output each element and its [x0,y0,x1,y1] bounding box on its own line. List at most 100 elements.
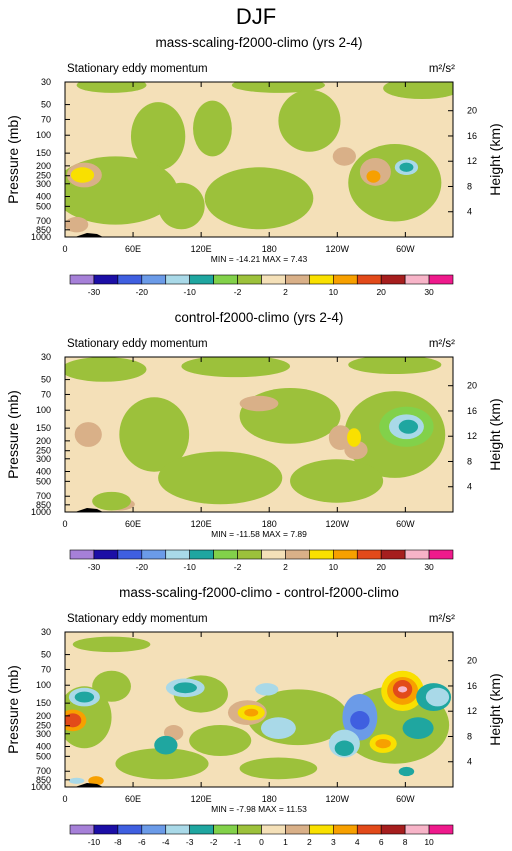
colorbar-label: 3 [331,837,336,847]
y2-tick-label: 8 [467,731,472,741]
colorbar-label: 10 [424,837,434,847]
colorbar-swatch [93,549,119,560]
colorbar-swatch [213,549,238,560]
stats-text: MIN = -14.21 MAX = 7.43 [211,254,308,264]
colorbar-label: 0 [259,837,264,847]
contour-region [260,717,296,739]
colorbar-label: -10 [184,562,197,572]
y-tick-label: 30 [41,77,51,87]
y2-tick-label: 4 [467,207,472,217]
contour-region [193,100,232,157]
colorbar-swatch [117,824,143,835]
y-tick-label: 400 [36,191,51,201]
contour-region [348,144,442,222]
contour-region [119,397,190,472]
units-label: m²/s² [429,338,455,350]
x-tick-label: 60E [125,244,141,254]
contour-region [92,491,131,511]
y-tick-label: 300 [36,454,51,464]
x-tick-label: 0 [62,519,67,529]
contour-region [88,776,104,786]
colorbar-label: -1 [234,837,242,847]
y-tick-label: 100 [36,405,51,415]
y-tick-label: 700 [36,216,51,226]
contour-region [65,713,82,728]
colorbar-swatch [237,824,262,835]
units-label: m²/s² [429,63,455,75]
y-tick-label: 50 [41,650,51,660]
colorbar-label: -2 [234,287,242,297]
colorbar-label: 20 [376,287,386,297]
y-tick-label: 200 [36,161,51,171]
colorbar-label: -3 [186,837,194,847]
topography [75,508,103,512]
contour-region [158,451,283,505]
contour-region [366,170,381,183]
y-tick-label: 250 [36,171,51,181]
y2-tick-label: 20 [467,656,477,666]
y-tick-label: 400 [36,466,51,476]
plot-frame [64,81,454,238]
colorbar-swatch [309,274,334,285]
contour-region [173,682,197,694]
panel-title: mass-scaling-f2000-climo (yrs 2-4) [155,35,362,50]
colorbar-swatch [141,824,167,835]
x-tick-label: 120E [191,794,212,804]
y-tick-label: 30 [41,352,51,362]
colorbar-swatch [165,549,190,560]
colorbar-label: -10 [88,837,101,847]
y2-tick-label: 16 [467,131,477,141]
colorbar-swatch [189,824,214,835]
figure-title: DJF [236,4,276,29]
y-tick-label: 500 [36,476,51,486]
colorbar-swatch [333,824,358,835]
colorbar-swatch [404,549,430,560]
y-tick-label: 1000 [31,232,51,242]
y-tick-label: 70 [41,389,51,399]
x-tick-label: 180 [262,519,277,529]
y-tick-label: 250 [36,446,51,456]
colorbar-swatch [69,824,95,835]
contour-region [204,167,314,230]
topography [75,783,103,787]
stats-text: MIN = -7.98 MAX = 11.53 [211,804,307,814]
y2-tick-label: 4 [467,482,472,492]
colorbar-label: 2 [283,562,288,572]
colorbar-swatch [165,274,190,285]
contour-region [74,422,102,447]
contour-region [399,162,414,172]
contour-region [65,357,147,382]
y2-tick-label: 8 [467,456,472,466]
colorbar-swatch [237,549,262,560]
y2-tick-label: 8 [467,181,472,191]
plot-frame [64,631,454,788]
colorbar-label: 4 [355,837,360,847]
contour-region [65,216,89,233]
contour-region [130,102,186,171]
x-tick-label: 0 [62,244,67,254]
contour-region [350,711,370,730]
colorbar-label: 6 [379,837,384,847]
y2-axis-label: Height (km) [487,123,503,195]
contour-region [115,748,209,780]
y-tick-label: 500 [36,751,51,761]
colorbar-label: 10 [329,287,339,297]
y-tick-label: 400 [36,741,51,751]
y-tick-label: 1000 [31,507,51,517]
colorbar-swatch [285,824,310,835]
contour-region [383,82,453,100]
colorbar-swatch [285,274,310,285]
x-tick-label: 120W [326,519,350,529]
colorbar-label: 10 [329,562,339,572]
y-tick-label: 50 [41,375,51,385]
contour-region [344,440,368,460]
x-tick-label: 120E [191,519,212,529]
colorbar-swatch [356,274,382,285]
y2-tick-label: 16 [467,406,477,416]
contour-region [76,82,147,93]
colorbar-swatch [356,549,382,560]
y2-tick-label: 12 [467,706,477,716]
contour-region [239,395,279,412]
x-tick-label: 180 [262,244,277,254]
contour-region [398,419,419,434]
